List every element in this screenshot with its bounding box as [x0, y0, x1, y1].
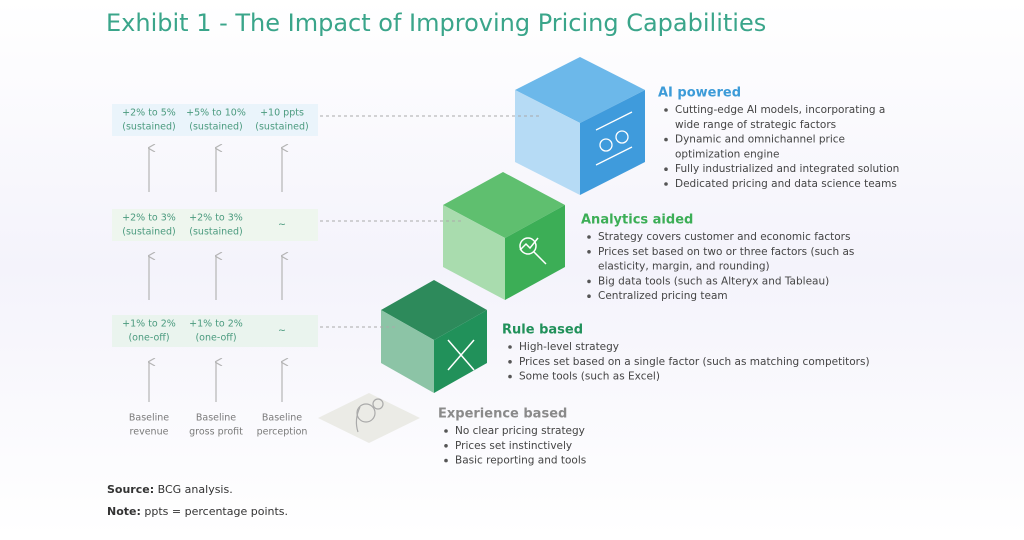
bullet-text: elasticity, margin, and rounding)	[598, 261, 770, 273]
bullet-text: Prices set based on two or three factors…	[598, 246, 854, 258]
bullet-dot	[587, 294, 591, 299]
metric-row-bg	[112, 104, 318, 136]
source: Source: BCG analysis.	[107, 483, 233, 496]
metric-value: +2% to 3%	[189, 213, 243, 224]
metric-value: +1% to 2%	[189, 319, 243, 330]
metric-value: (sustained)	[189, 122, 242, 133]
bullet-text: No clear pricing strategy	[455, 425, 585, 437]
bullet-text: Prices set instinctively	[455, 440, 572, 452]
bullet-text: Big data tools (such as Alteryx and Tabl…	[598, 275, 829, 287]
metric-value: (sustained)	[122, 227, 175, 238]
note-text: ppts = percentage points.	[144, 505, 288, 518]
experience-base	[318, 393, 420, 443]
baseline-label: Baseline	[196, 413, 236, 424]
bullet-dot	[508, 345, 512, 349]
metric-value: +1% to 2%	[122, 319, 176, 330]
metric-value: +2% to 3%	[122, 213, 176, 224]
bullet-dot	[587, 279, 591, 284]
bullet-dot	[508, 360, 512, 364]
bullet-text: Centralized pricing team	[598, 290, 728, 302]
metric-value: (sustained)	[189, 227, 242, 238]
tier-name: Experience based	[438, 407, 567, 422]
bullet-dot	[664, 167, 668, 171]
source-text: BCG analysis.	[158, 483, 233, 496]
bullet-text: Some tools (such as Excel)	[519, 371, 660, 383]
note: Note: ppts = percentage points.	[107, 505, 288, 518]
baseline-label: Baseline	[129, 413, 169, 424]
analytics-cube	[443, 172, 565, 300]
bullet-dot	[664, 108, 668, 112]
metric-value: (one-off)	[128, 333, 169, 344]
baseline-label: Baseline	[262, 413, 302, 424]
bullet-text: Dynamic and omnichannel price	[675, 134, 845, 146]
bullet-text: Fully industrialized and integrated solu…	[675, 163, 899, 175]
metric-row-bg	[112, 209, 318, 241]
metric-value: (sustained)	[122, 122, 175, 133]
bullet-text: Cutting-edge AI models, incorporating a	[675, 104, 885, 116]
tier-name: Rule based	[502, 323, 583, 338]
rule-cube	[381, 280, 487, 393]
metric-value: (one-off)	[195, 333, 236, 344]
bullet-dot	[664, 182, 668, 186]
bullet-dot	[587, 235, 591, 239]
metric-value: +2% to 5%	[122, 108, 176, 119]
bullet-dot	[444, 458, 448, 463]
baseline-label: gross profit	[189, 427, 243, 438]
bullet-text: High-level strategy	[519, 341, 619, 353]
note-label: Note:	[107, 505, 141, 518]
tier-name: AI powered	[658, 86, 741, 101]
metric-value: ~	[278, 220, 286, 231]
baseline-label: revenue	[130, 427, 169, 438]
baseline-label: perception	[257, 427, 308, 438]
source-label: Source:	[107, 483, 154, 496]
metric-value: (sustained)	[255, 122, 308, 133]
bullet-dot	[508, 374, 512, 379]
bullet-text: Strategy covers customer and economic fa…	[598, 231, 850, 243]
bullet-dot	[444, 429, 448, 433]
bullet-text: Prices set based on a single factor (suc…	[519, 356, 870, 368]
bullet-dot	[664, 137, 668, 142]
bullet-text: Basic reporting and tools	[455, 455, 586, 467]
bullet-text: wide range of strategic factors	[675, 119, 836, 131]
bullet-text: Dedicated pricing and data science teams	[675, 178, 897, 190]
bullet-dot	[444, 444, 448, 448]
tier-name: Analytics aided	[581, 213, 693, 228]
metric-value: +5% to 10%	[186, 108, 246, 119]
bullet-dot	[587, 250, 591, 254]
metric-row-bg	[112, 315, 318, 347]
metric-value: ~	[278, 326, 286, 337]
title: Exhibit 1 - The Impact of Improving Pric…	[106, 9, 766, 37]
bullet-text: optimization engine	[675, 148, 779, 160]
metric-value: +10 ppts	[260, 108, 304, 119]
